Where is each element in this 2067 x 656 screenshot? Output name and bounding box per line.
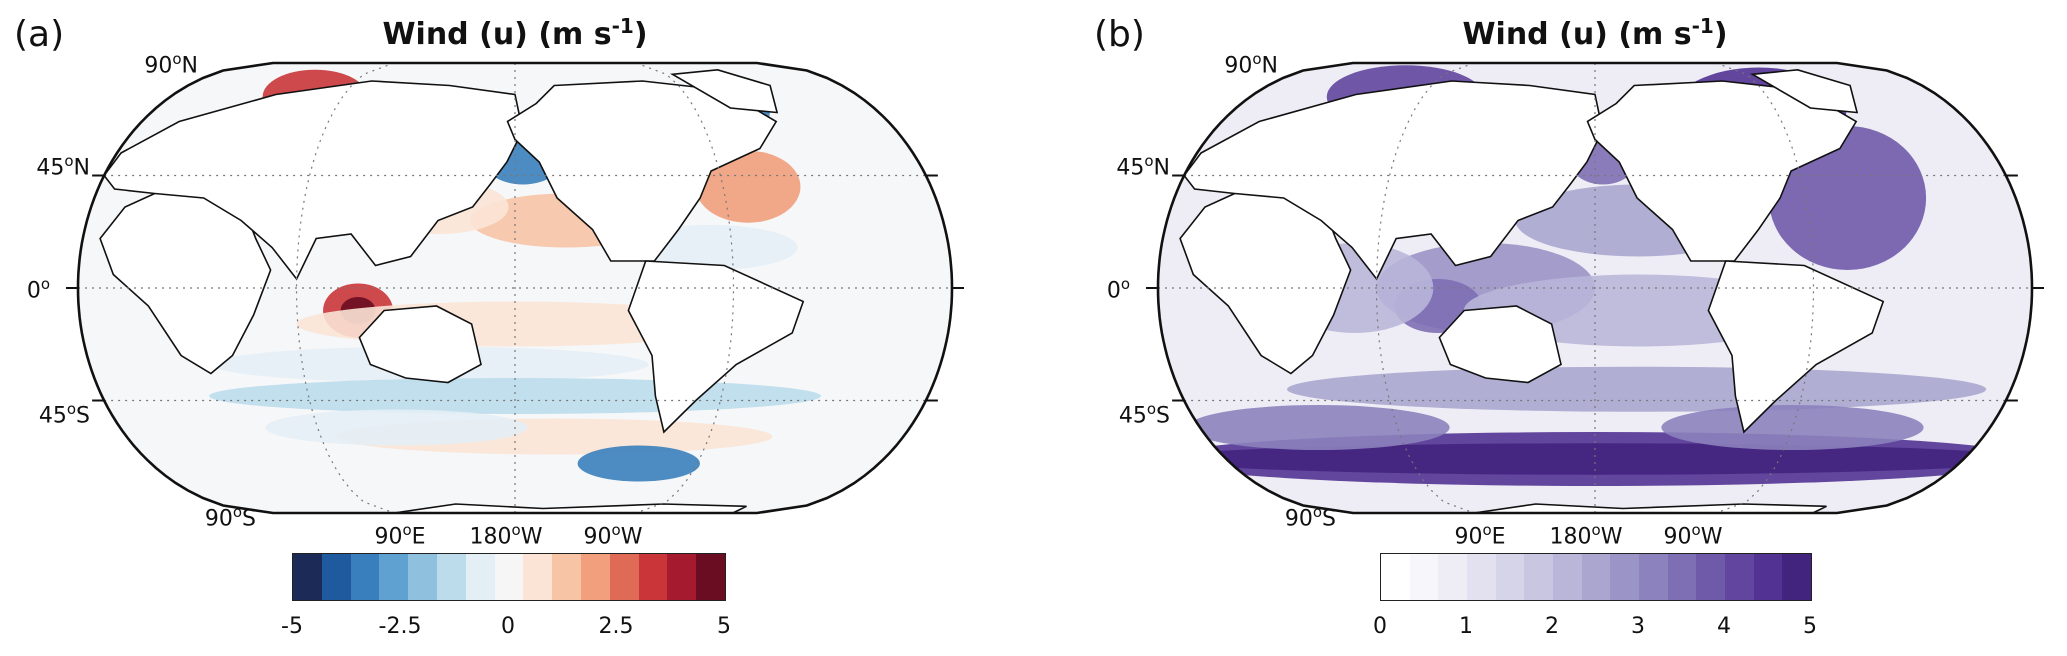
colorbar-tick-label: 1 [1459,614,1473,639]
colorbar-segment [1639,554,1668,600]
map-a [66,61,964,515]
colorbar-segment [1782,554,1812,600]
colorbar-segment [1409,554,1439,600]
colorbar-segment [638,554,668,600]
south-america-landmass [627,260,805,434]
field-contour [1661,405,1924,450]
colorbar-tick-label: 2.5 [598,614,634,639]
colorbar-segment [1610,554,1640,600]
colorbar-segment [350,554,380,600]
lon-label-90w: 90oW [583,521,643,550]
field-contour [577,445,700,482]
colorbar-tick-label: 3 [1631,614,1645,639]
lon-label-180w: 180oW [469,521,543,550]
panel-b: (b) Wind (u) (m s-1) 90oN 45oN 0o 45oS 9… [1080,0,2067,656]
colorbar-tick-label: 0 [1373,614,1387,639]
colorbar-segment [523,554,553,600]
field-contour [1187,405,1450,450]
australia-landmass [1438,305,1562,384]
colorbar-segment [494,554,524,600]
colorbar-tick-label: 2 [1545,614,1559,639]
antarctica-landmass [393,503,747,513]
antarctica-landmass [1473,503,1827,513]
panel-title: Wind (u) (m s-1) [1462,14,1728,52]
lat-label-90s: 90oS [1284,503,1336,532]
colorbar-segment [293,554,322,600]
lat-label-90n: 90oN [1224,50,1278,79]
colorbar-segment [1667,554,1697,600]
field-contour [209,378,821,414]
panel-title: Wind (u) (m s-1) [382,14,648,52]
lat-label-45s: 45oS [1118,400,1170,429]
colorbar-segment [1438,554,1468,600]
panel-letter: (b) [1094,14,1145,55]
colorbar-segment [408,554,437,600]
lon-label-90e: 90oE [374,521,426,550]
lon-label-90w: 90oW [1663,521,1723,550]
colorbar-segment [1553,554,1582,600]
map-outline [1156,61,2034,515]
lat-label-0: 0o [1106,275,1130,304]
panel-a: (a) Wind (u) (m s-1) 90oN 45oN 0o 45oS 9… [0,0,1030,656]
colorbar-a [292,553,726,601]
colorbar-tick-label: 5 [717,614,731,639]
eurasia-landmass [103,80,524,281]
field-layer [78,63,952,513]
colorbar-tick-label: -2.5 [378,614,422,639]
colorbar-segment [465,554,495,600]
colorbar-b [1380,553,1812,601]
australia-landmass [358,305,482,384]
greenland-landmass [1749,68,1859,114]
map-outline [76,61,954,515]
field-contour [1287,366,1987,412]
colorbar-tick-label: 4 [1717,614,1731,639]
colorbar-segment [1696,554,1726,600]
colorbar-segment [1725,554,1754,600]
south-america-landmass [1707,260,1885,434]
colorbar-tick-label: 0 [501,614,515,639]
colorbar-segment [580,554,610,600]
greenland-landmass [669,68,779,114]
lat-label-90n: 90oN [144,50,198,79]
colorbar-segment [1467,554,1496,600]
lat-label-45n: 45oN [36,152,90,181]
colorbar-segment [609,554,639,600]
lat-label-90s: 90oS [204,503,256,532]
colorbar-tick-label: -5 [281,614,303,639]
colorbar-segment [1524,554,1554,600]
lon-label-90e: 90oE [1454,521,1506,550]
colorbar-segment [1495,554,1525,600]
field-contour [1158,443,2032,475]
map-b [1146,61,2044,515]
lon-label-180w: 180oW [1549,521,1623,550]
colorbar-segment [696,554,725,600]
colorbar-segment [1381,554,1410,600]
lat-label-0: 0o [26,275,50,304]
colorbar-segment [436,554,466,600]
colorbar-tick-label: 5 [1803,614,1817,639]
colorbar-segment [379,554,409,600]
panel-letter: (a) [14,14,65,55]
lat-label-45s: 45oS [38,400,90,429]
lat-label-45n: 45oN [1116,152,1170,181]
colorbar-segment [1581,554,1611,600]
field-contour [695,150,801,223]
colorbar-segment [321,554,351,600]
colorbar-segment [667,554,697,600]
eurasia-landmass [1183,80,1604,281]
colorbar-segment [552,554,581,600]
field-contour [265,409,528,446]
field-layer [1158,63,2032,513]
colorbar-segment [1753,554,1783,600]
